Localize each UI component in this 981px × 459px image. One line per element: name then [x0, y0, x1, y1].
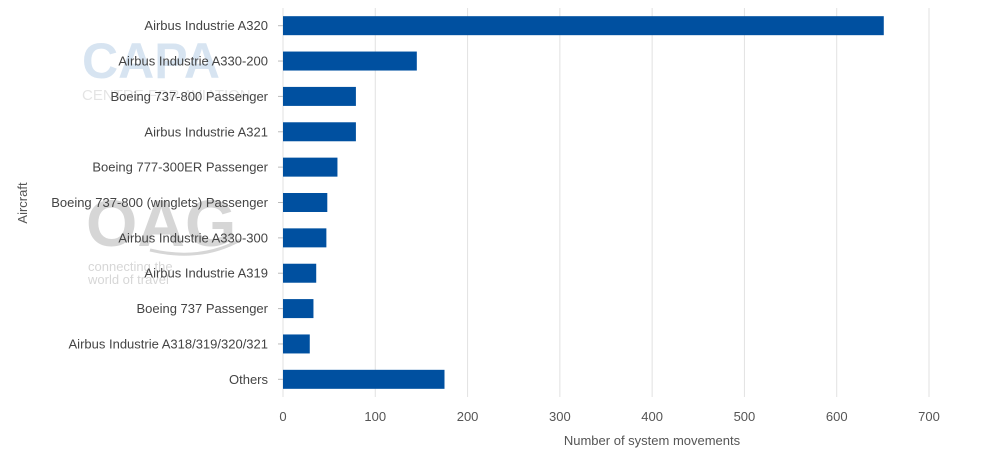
- x-tick-label: 0: [279, 409, 286, 424]
- bar[interactable]: [283, 299, 314, 319]
- category-label: Others: [229, 372, 269, 387]
- x-axis-title: Number of system movements: [564, 433, 741, 448]
- capa-watermark: CAPA CENTRE FOR AVIATION: [82, 33, 251, 104]
- bar[interactable]: [283, 369, 445, 389]
- x-tick-label: 300: [549, 409, 571, 424]
- bar[interactable]: [283, 16, 884, 36]
- category-label: Airbus Industrie A321: [144, 124, 268, 139]
- oag-logo: OAG: [86, 186, 236, 260]
- category-label: Airbus Industrie A318/319/320/321: [69, 336, 268, 351]
- y-axis-title: Aircraft: [15, 182, 30, 224]
- x-tick-label: 400: [641, 409, 663, 424]
- category-label: Boeing 737 Passenger: [136, 301, 268, 316]
- x-tick-label: 100: [364, 409, 386, 424]
- bar[interactable]: [283, 51, 417, 71]
- bar[interactable]: [283, 193, 328, 212]
- x-tick-labels: 0 100 200 300 400 500 600 700: [279, 409, 939, 424]
- category-label: Boeing 737-800 (winglets) Passenger: [51, 195, 268, 210]
- category-label: Airbus Industrie A319: [144, 266, 268, 281]
- bar[interactable]: [283, 334, 310, 354]
- x-tick-label: 600: [826, 409, 848, 424]
- bar[interactable]: [283, 263, 317, 283]
- capa-tagline: CENTRE FOR AVIATION: [82, 87, 251, 104]
- oag-swoosh: [149, 238, 241, 256]
- category-label: Boeing 737-800 Passenger: [110, 89, 268, 104]
- category-label: Boeing 777-300ER Passenger: [92, 160, 268, 175]
- bar[interactable]: [283, 157, 338, 177]
- bar[interactable]: [283, 86, 356, 106]
- bar[interactable]: [283, 228, 327, 248]
- bar[interactable]: [283, 122, 356, 142]
- category-label: Airbus Industrie A330-300: [118, 230, 268, 245]
- oag-tagline-1: connecting the: [88, 259, 173, 274]
- x-tick-label: 700: [918, 409, 940, 424]
- x-tick-label: 500: [734, 409, 756, 424]
- category-labels: Airbus Industrie A320 Airbus Industrie A3…: [51, 18, 283, 387]
- category-label: Airbus Industrie A330-200: [118, 54, 268, 69]
- oag-watermark: OAG connecting the world of travel: [86, 186, 241, 287]
- x-tick-label: 200: [457, 409, 479, 424]
- capa-logo: CAPA: [82, 33, 220, 89]
- oag-tagline-2: world of travel: [87, 272, 169, 287]
- bar-layer: [283, 16, 884, 389]
- category-label: Airbus Industrie A320: [144, 18, 268, 33]
